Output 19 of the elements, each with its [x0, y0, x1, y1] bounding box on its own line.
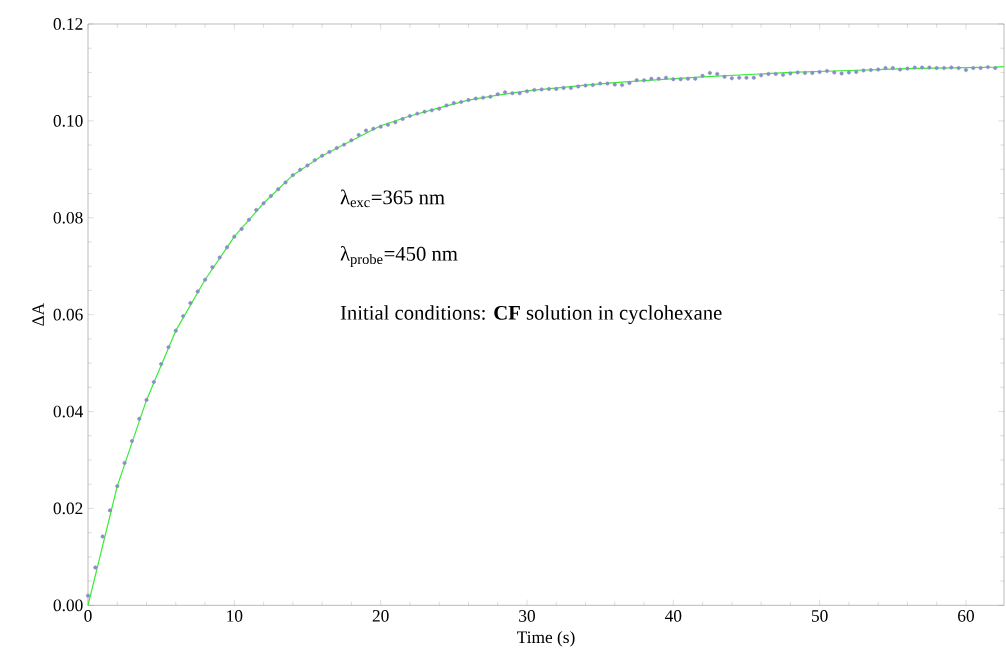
x-tick-label: 40 [664, 610, 682, 622]
y-axis-title: ΔA [32, 302, 44, 326]
annotation: λ$_{probe}$=450 nm [340, 246, 458, 268]
y-tick-label: 0.06 [53, 308, 83, 321]
y-tick-label: 0.02 [53, 502, 83, 515]
x-tick-label: 10 [227, 610, 243, 622]
x-axis-title: Time (s) [517, 630, 575, 647]
x-tick-label: 0 [84, 610, 92, 622]
y-tick-label: 0.12 [53, 18, 83, 30]
x-tick-label: 30 [519, 610, 535, 622]
y-tick-label: 0.10 [53, 115, 83, 127]
x-tick-label: 50 [811, 610, 828, 622]
annotation: Initial conditions: CF solution in cyclohexane [340, 305, 722, 325]
annotation: λ$_{exc}$=365 nm [340, 189, 445, 208]
y-tick-label: 0.08 [53, 211, 83, 224]
x-tick-label: 20 [372, 610, 389, 622]
x-tick-label: 60 [958, 610, 974, 622]
y-tick-label: 0.00 [53, 599, 83, 612]
y-tick-label: 0.04 [53, 405, 84, 418]
